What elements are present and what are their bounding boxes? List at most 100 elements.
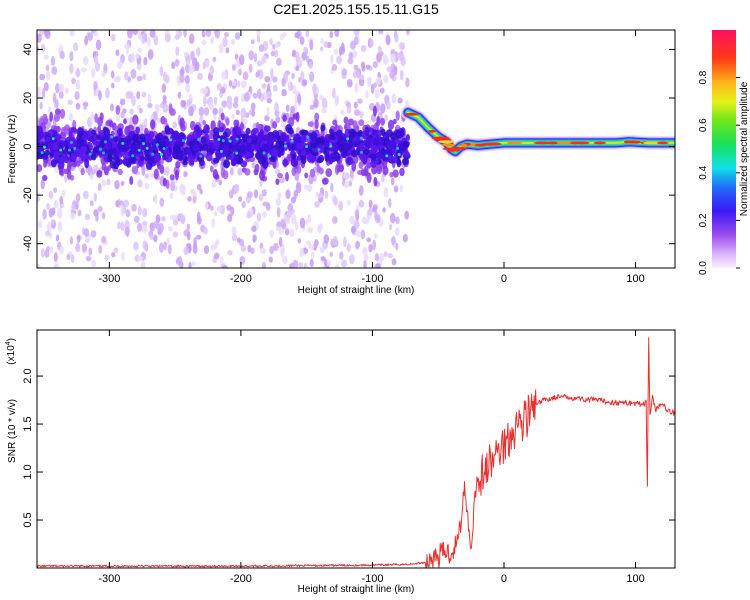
noise-speckle (212, 107, 218, 115)
band-blob (287, 127, 294, 135)
noise-speckle (351, 161, 357, 172)
noise-speckle (146, 37, 151, 48)
band-highlight (235, 151, 239, 155)
ridge-hotspot (545, 141, 560, 145)
band-blob (316, 157, 324, 164)
noise-speckle (49, 246, 54, 254)
band-blob (236, 126, 241, 137)
noise-speckle (133, 241, 139, 251)
band-blob (68, 142, 75, 149)
noise-speckle (355, 244, 359, 250)
noise-speckle (172, 219, 179, 226)
noise-speckle (59, 245, 64, 255)
noise-speckle (228, 189, 234, 199)
noise-speckle (58, 91, 64, 99)
band-blob (155, 135, 161, 144)
noise-speckle (95, 39, 102, 51)
band-highlight (221, 139, 225, 143)
colorbar-ticks: 0.0 0.2 0.4 0.6 0.8 (698, 70, 740, 275)
noise-speckle (376, 116, 381, 127)
noise-speckle (268, 256, 273, 263)
noise-speckle (239, 256, 246, 265)
band-blob (359, 153, 367, 162)
noise-speckle (253, 189, 259, 199)
noise-speckle (332, 87, 336, 99)
band-highlight (359, 150, 363, 154)
colorbar-tick-label: 0.0 (698, 261, 709, 275)
noise-speckle (332, 216, 338, 224)
noise-speckle (77, 209, 82, 217)
noise-speckle (147, 102, 153, 109)
x-tick-label: 100 (626, 573, 644, 585)
band-blob (300, 155, 307, 165)
noise-speckle (43, 161, 48, 168)
noise-speckle (195, 234, 202, 240)
noise-speckle (59, 108, 66, 119)
noise-speckle (333, 48, 338, 55)
noise-speckle (99, 112, 104, 121)
noise-speckle (202, 120, 207, 126)
noise-speckle (285, 171, 289, 182)
ridge-hotspot (404, 112, 419, 116)
noise-speckle (87, 32, 93, 42)
noise-speckle (394, 32, 399, 43)
noise-speckle (37, 164, 43, 172)
noise-speckle (317, 192, 324, 199)
noise-speckle (110, 70, 115, 79)
noise-speckle (379, 87, 385, 94)
noise-speckle (105, 87, 110, 99)
noise-speckle (280, 247, 285, 258)
noise-speckle (250, 247, 255, 255)
band-blob (306, 153, 314, 163)
band-blob (123, 137, 131, 146)
noise-speckle (37, 86, 42, 98)
noise-speckle (241, 201, 246, 209)
noise-speckle (240, 107, 247, 119)
noise-speckle (133, 215, 140, 224)
noise-speckle (289, 228, 295, 238)
noise-speckle (66, 164, 72, 172)
noise-speckle (225, 47, 230, 54)
noise-speckle (137, 222, 143, 233)
noise-speckle (234, 183, 240, 193)
band-blob (175, 151, 184, 159)
noise-speckle (142, 207, 148, 218)
noise-speckle (276, 207, 281, 218)
noise-speckle (329, 31, 334, 39)
noise-speckle (227, 250, 233, 256)
noise-speckle (295, 65, 300, 72)
noise-speckle (399, 184, 404, 193)
noise-speckle (295, 182, 302, 194)
noise-speckle (320, 37, 324, 45)
noise-speckle (196, 211, 201, 222)
band-blob (386, 140, 395, 150)
noise-speckle (71, 203, 76, 212)
noise-speckle (39, 73, 46, 81)
noise-speckle (323, 40, 329, 48)
noise-speckle (277, 172, 283, 179)
noise-speckle (321, 177, 329, 185)
noise-speckle (338, 200, 344, 211)
noise-speckle (385, 34, 391, 46)
noise-speckle (132, 30, 139, 36)
noise-speckle (355, 230, 362, 238)
noise-speckle (369, 38, 374, 48)
band-blob (380, 128, 386, 137)
noise-speckle (119, 98, 126, 106)
noise-speckle (209, 64, 214, 75)
noise-speckle (373, 82, 377, 89)
band-blob (330, 152, 339, 160)
noise-speckle (399, 69, 404, 81)
x-tick-label: -100 (361, 273, 383, 285)
noise-speckle (266, 106, 270, 118)
noise-speckle (186, 101, 190, 107)
noise-speckle (309, 39, 314, 51)
ridge-hotspot (556, 141, 567, 145)
noise-speckle (285, 104, 290, 112)
noise-speckle (172, 231, 179, 238)
noise-speckle (404, 210, 410, 220)
noise-speckle (311, 251, 315, 260)
ridge-hotspot (437, 140, 455, 144)
ridge-hotspot (474, 143, 487, 147)
band-blob (208, 142, 214, 150)
